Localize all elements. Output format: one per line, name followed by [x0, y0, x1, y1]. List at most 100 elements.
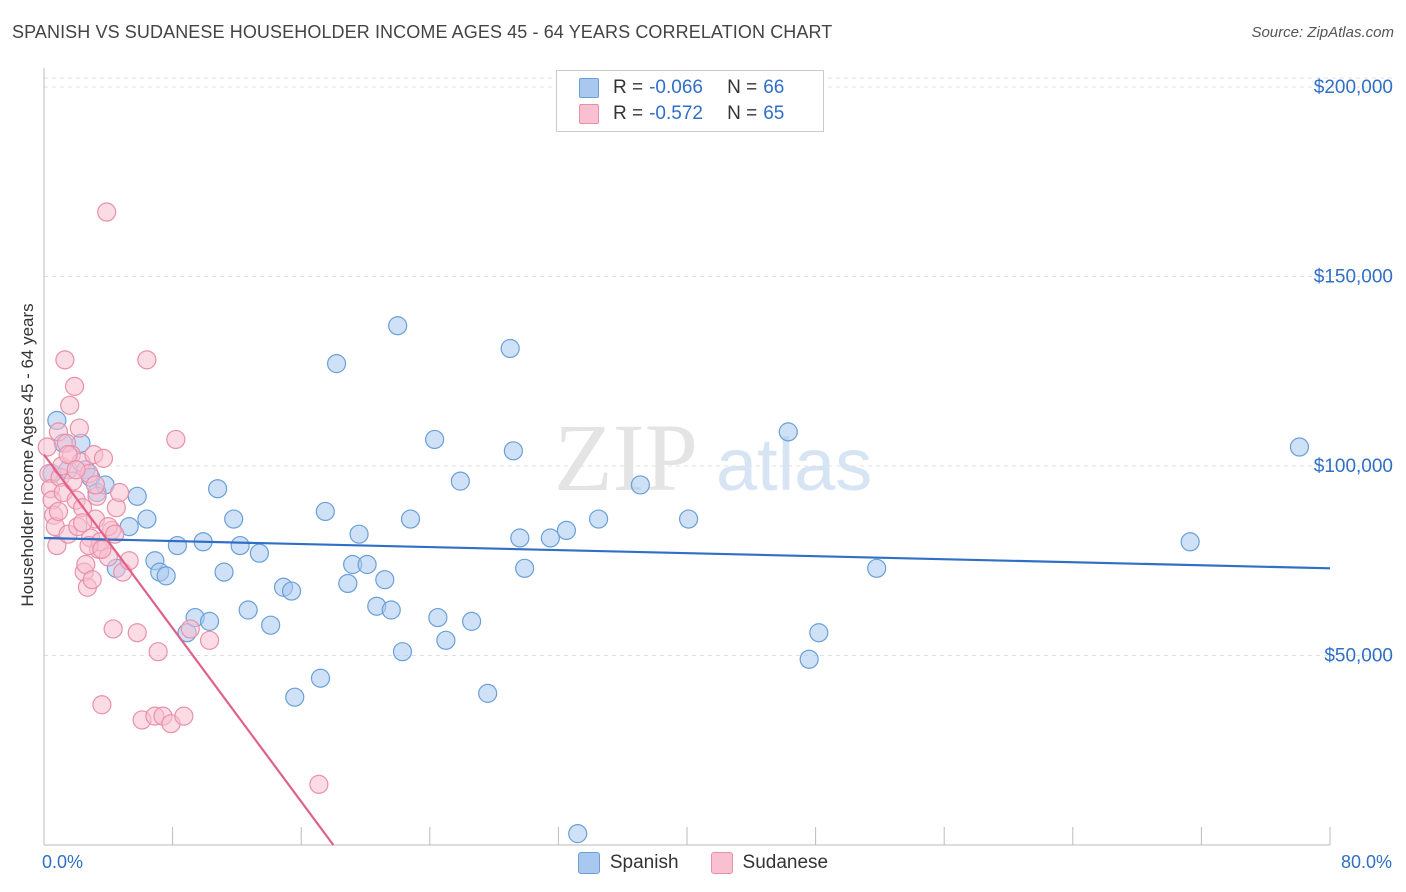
point-sudanese — [58, 445, 78, 465]
point-spanish — [1289, 437, 1310, 457]
legend-n-value: 66 — [763, 77, 785, 98]
bottom-legend-swatch-spanish — [577, 852, 600, 874]
point-spanish — [428, 607, 448, 628]
point-sudanese — [55, 350, 75, 370]
watermark-zip: ZIP — [554, 404, 698, 511]
point-spanish — [809, 623, 829, 643]
legend-box: R = -0.066 N = 66 R = -0.572 N = 65 — [556, 70, 824, 132]
point-sudanese — [82, 570, 102, 590]
point-spanish — [515, 558, 535, 578]
point-spanish — [281, 581, 302, 601]
point-spanish — [510, 528, 530, 548]
point-spanish — [392, 642, 413, 662]
legend-n-label: N = — [727, 77, 758, 98]
point-spanish — [137, 509, 157, 529]
point-sudanese — [166, 429, 186, 450]
point-sudanese — [174, 706, 194, 726]
legend-r-value: -0.066 — [649, 77, 703, 98]
point-sudanese — [199, 630, 220, 650]
y-axis-label: Householder Income Ages 45 - 64 years — [18, 303, 37, 607]
point-spanish — [1180, 532, 1200, 552]
point-spanish — [349, 524, 369, 544]
point-spanish — [315, 501, 335, 522]
point-sudanese — [92, 695, 112, 715]
point-sudanese — [92, 539, 112, 559]
axes — [43, 68, 1331, 846]
point-spanish — [799, 649, 819, 669]
point-spanish — [388, 316, 408, 336]
point-spanish — [461, 611, 482, 631]
point-sudanese — [85, 475, 106, 495]
point-spanish — [478, 683, 498, 703]
point-spanish — [127, 486, 147, 506]
point-spanish — [238, 600, 258, 620]
point-sudanese — [137, 350, 157, 370]
point-spanish — [540, 528, 560, 548]
bottom-legend-sudanese: Sudanese — [710, 852, 829, 874]
y-tick-labels: $50,000 $100,000 $150,000 $200,000 — [1314, 77, 1393, 667]
trend-line-spanish — [43, 536, 1331, 570]
point-sudanese — [69, 418, 89, 438]
point-sudanese — [103, 619, 123, 639]
point-spanish — [630, 475, 650, 495]
point-sudanese — [47, 535, 67, 556]
point-spanish — [375, 570, 395, 590]
bottom-legend: Spanish Sudanese — [0, 852, 1406, 874]
legend-r-value: -0.572 — [649, 103, 703, 124]
legend-r-label: R = — [613, 103, 644, 124]
point-spanish — [208, 479, 228, 499]
point-spanish — [568, 824, 588, 844]
point-sudanese — [109, 482, 130, 503]
point-sudanese — [72, 513, 93, 533]
legend-r-label: R = — [613, 77, 644, 98]
point-spanish — [310, 668, 331, 688]
y-tick-label: $100,000 — [1314, 456, 1393, 477]
point-sudanese — [180, 619, 200, 639]
point-spanish — [285, 687, 305, 707]
y-tick-label: $50,000 — [1324, 645, 1393, 666]
point-spanish — [679, 509, 699, 529]
y-tick-label: $150,000 — [1314, 266, 1393, 287]
legend-n-label: N = — [727, 103, 758, 124]
point-spanish — [588, 509, 609, 529]
legend-row-spanish: R = -0.066 N = 66 — [579, 76, 784, 100]
point-spanish — [357, 554, 377, 575]
bottom-legend-label-spanish: Spanish — [609, 852, 679, 873]
point-sudanese — [60, 395, 80, 415]
point-sudanese — [148, 642, 168, 662]
point-spanish — [230, 535, 250, 556]
point-sudanese — [93, 448, 114, 468]
bottom-legend-swatch-sudanese — [710, 852, 733, 874]
bottom-legend-label-sudanese: Sudanese — [742, 852, 829, 873]
point-sudanese — [66, 460, 86, 480]
x-tick-max: 80.0% — [1340, 852, 1392, 872]
point-sudanese — [37, 437, 57, 457]
watermark: ZIP atlas — [554, 404, 872, 511]
point-spanish — [400, 509, 421, 529]
point-spanish — [156, 566, 176, 586]
series-spanish-points — [42, 316, 1310, 844]
point-spanish — [556, 520, 577, 541]
point-spanish — [381, 600, 401, 620]
chart-title: SPANISH VS SUDANESE HOUSEHOLDER INCOME A… — [12, 22, 833, 42]
point-spanish — [199, 611, 220, 631]
x-tick-min: 0.0% — [42, 852, 84, 872]
legend-n-value: 65 — [763, 103, 785, 124]
point-spanish — [249, 543, 270, 563]
point-spanish — [261, 615, 281, 635]
bottom-legend-spanish: Spanish — [577, 852, 679, 874]
point-spanish — [425, 429, 445, 450]
legend-swatch-spanish — [579, 78, 599, 98]
grid-lines — [44, 77, 1394, 656]
point-spanish — [326, 354, 347, 374]
trend-line-sudanese — [43, 453, 335, 846]
point-spanish — [450, 471, 470, 491]
point-spanish — [224, 509, 244, 529]
source-label: Source: ZipAtlas.com — [1251, 24, 1394, 41]
point-sudanese — [127, 623, 147, 643]
point-spanish — [167, 535, 188, 556]
series-sudanese-points — [37, 202, 329, 794]
point-spanish — [500, 338, 520, 359]
legend-row-sudanese: R = -0.572 N = 65 — [579, 102, 784, 126]
